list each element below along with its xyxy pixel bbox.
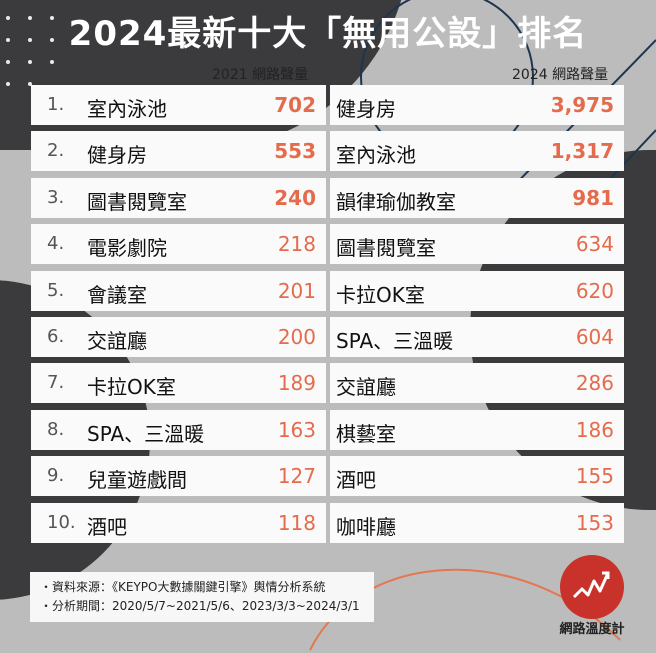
facility-name: 酒吧: [336, 468, 376, 492]
rank-number: 1.: [47, 94, 65, 115]
right-table-row: 韻律瑜伽教室 981: [330, 178, 624, 218]
facility-name: 室內泳池: [336, 143, 416, 167]
facility-name: 兒童遊戲間: [87, 468, 187, 492]
facility-name: 健身房: [336, 97, 396, 121]
facility-name: 圖書閱覽室: [336, 236, 436, 260]
right-table-row: 室內泳池 1,317: [330, 131, 624, 171]
volume-value: 163: [277, 418, 316, 442]
rank-number: 5.: [47, 280, 65, 301]
volume-value: 127: [277, 464, 316, 488]
volume-value: 200: [277, 325, 316, 349]
facility-name: 卡拉OK室: [87, 375, 176, 399]
volume-value: 240: [274, 186, 316, 210]
left-table-row: 4. 電影劇院 218: [31, 224, 326, 264]
right-table-row: SPA、三溫暖 604: [330, 317, 624, 357]
right-table-row: 咖啡廳 153: [330, 503, 624, 543]
volume-value: 286: [575, 371, 614, 395]
left-table-row: 5. 會議室 201: [31, 271, 326, 311]
right-table-row: 交誼廳 286: [330, 363, 624, 403]
facility-name: 棋藝室: [336, 422, 396, 446]
rank-number: 7.: [47, 372, 65, 393]
rank-number: 10.: [47, 512, 76, 533]
left-table-row: 9. 兒童遊戲間 127: [31, 456, 326, 496]
left-table-row: 6. 交誼廳 200: [31, 317, 326, 357]
facility-name: 電影劇院: [87, 236, 167, 260]
facility-name: 卡拉OK室: [336, 283, 425, 307]
left-table-row: 7. 卡拉OK室 189: [31, 363, 326, 403]
left-table-row: 2. 健身房 553: [31, 131, 326, 171]
right-table-row: 棋藝室 186: [330, 410, 624, 450]
volume-value: 155: [575, 464, 614, 488]
volume-value: 118: [277, 511, 316, 535]
facility-name: 圖書閱覽室: [87, 190, 187, 214]
logo-text: 網路溫度計: [559, 622, 625, 637]
volume-value: 153: [575, 511, 614, 535]
pulse-chart-icon: [572, 571, 610, 599]
volume-value: 189: [277, 371, 316, 395]
facility-name: 酒吧: [87, 515, 127, 539]
facility-name: 咖啡廳: [336, 515, 396, 539]
facility-name: 交誼廳: [87, 329, 147, 353]
volume-value: 1,317: [550, 139, 614, 163]
facility-name: 韻律瑜伽教室: [336, 190, 456, 214]
right-column-header: 2024 網路聲量: [512, 67, 609, 83]
right-table-row: 圖書閱覽室 634: [330, 224, 624, 264]
volume-value: 186: [575, 418, 614, 442]
volume-value: 201: [277, 279, 316, 303]
volume-value: 604: [575, 325, 614, 349]
left-table-row: 10. 酒吧 118: [31, 503, 326, 543]
volume-value: 553: [274, 139, 316, 163]
rank-number: 2.: [47, 140, 65, 161]
period-line: ・分析期間：2020/5/7~2021/5/6、2023/3/3~2024/3/…: [40, 599, 360, 613]
facility-name: 交誼廳: [336, 375, 396, 399]
facility-name: 會議室: [87, 283, 147, 307]
volume-value: 218: [277, 232, 316, 256]
right-table-row: 酒吧 155: [330, 456, 624, 496]
logo-icon: [560, 555, 624, 619]
left-table-row: 8. SPA、三溫暖 163: [31, 410, 326, 450]
right-table-row: 卡拉OK室 620: [330, 271, 624, 311]
rank-number: 3.: [47, 187, 65, 208]
right-table-row: 健身房 3,975: [330, 85, 624, 125]
left-table-row: 3. 圖書閱覽室 240: [31, 178, 326, 218]
facility-name: 室內泳池: [87, 97, 167, 121]
source-note: ・資料來源：《KEYPO大數據關鍵引擎》輿情分析系統 ・分析期間：2020/5/…: [30, 572, 374, 622]
dot-pattern: [6, 6, 76, 106]
volume-value: 702: [274, 93, 316, 117]
facility-name: 健身房: [87, 143, 147, 167]
volume-value: 3,975: [550, 93, 614, 117]
facility-name: SPA、三溫暖: [336, 329, 454, 353]
source-line: ・資料來源：《KEYPO大數據關鍵引擎》輿情分析系統: [40, 580, 326, 594]
left-table-row: 1. 室內泳池 702: [31, 85, 326, 125]
left-column-header: 2021 網路聲量: [212, 67, 309, 83]
rank-number: 6.: [47, 326, 65, 347]
rank-number: 9.: [47, 465, 65, 486]
rank-number: 4.: [47, 233, 65, 254]
volume-value: 634: [575, 232, 614, 256]
volume-value: 620: [575, 279, 614, 303]
page-title: 2024最新十大「無用公設」排名: [68, 14, 588, 54]
rank-number: 8.: [47, 419, 65, 440]
facility-name: SPA、三溫暖: [87, 422, 205, 446]
volume-value: 981: [572, 186, 614, 210]
